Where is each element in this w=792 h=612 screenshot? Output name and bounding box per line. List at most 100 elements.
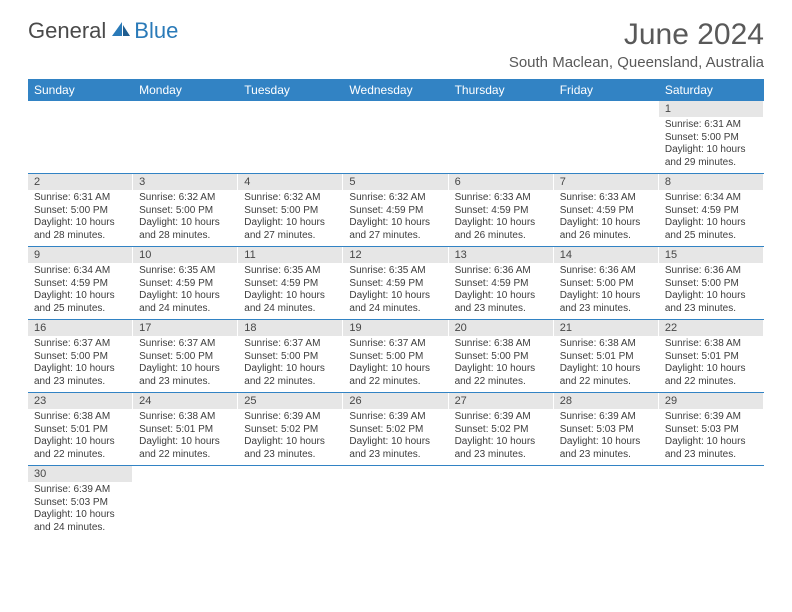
calendar-cell: 16Sunrise: 6:37 AMSunset: 5:00 PMDayligh…	[28, 320, 133, 393]
daylight-text-1: Daylight: 10 hours	[34, 217, 127, 230]
daylight-text-2: and 23 minutes.	[560, 303, 653, 316]
weekday-header: Friday	[554, 79, 659, 101]
sunrise-text: Sunrise: 6:38 AM	[560, 338, 653, 351]
brand-logo: General Blue	[28, 18, 178, 44]
calendar-cell: 23Sunrise: 6:38 AMSunset: 5:01 PMDayligh…	[28, 393, 133, 466]
calendar-cell: 22Sunrise: 6:38 AMSunset: 5:01 PMDayligh…	[659, 320, 764, 393]
day-details: Sunrise: 6:37 AMSunset: 5:00 PMDaylight:…	[343, 336, 448, 392]
daylight-text-2: and 25 minutes.	[665, 230, 758, 243]
calendar-cell: 4Sunrise: 6:32 AMSunset: 5:00 PMDaylight…	[238, 174, 343, 247]
day-details: Sunrise: 6:39 AMSunset: 5:02 PMDaylight:…	[343, 409, 448, 465]
day-number: 9	[28, 247, 133, 263]
calendar-cell: 14Sunrise: 6:36 AMSunset: 5:00 PMDayligh…	[554, 247, 659, 320]
day-details: Sunrise: 6:32 AMSunset: 4:59 PMDaylight:…	[343, 190, 448, 246]
sunset-text: Sunset: 5:02 PM	[244, 424, 337, 437]
sunset-text: Sunset: 4:59 PM	[349, 278, 442, 291]
sunrise-text: Sunrise: 6:32 AM	[349, 192, 442, 205]
day-number: 3	[133, 174, 238, 190]
daylight-text-1: Daylight: 10 hours	[34, 436, 127, 449]
day-details: Sunrise: 6:37 AMSunset: 5:00 PMDaylight:…	[28, 336, 133, 392]
daylight-text-1: Daylight: 10 hours	[139, 436, 232, 449]
day-number: 2	[28, 174, 133, 190]
daylight-text-2: and 27 minutes.	[244, 230, 337, 243]
daylight-text-2: and 26 minutes.	[455, 230, 548, 243]
day-number: 8	[659, 174, 764, 190]
calendar-cell: 9Sunrise: 6:34 AMSunset: 4:59 PMDaylight…	[28, 247, 133, 320]
daylight-text-1: Daylight: 10 hours	[34, 290, 127, 303]
calendar-cell	[554, 101, 659, 174]
daylight-text-1: Daylight: 10 hours	[665, 363, 758, 376]
calendar-cell: 25Sunrise: 6:39 AMSunset: 5:02 PMDayligh…	[238, 393, 343, 466]
sunrise-text: Sunrise: 6:35 AM	[349, 265, 442, 278]
calendar-cell: 2Sunrise: 6:31 AMSunset: 5:00 PMDaylight…	[28, 174, 133, 247]
calendar-cell	[28, 101, 133, 174]
daylight-text-1: Daylight: 10 hours	[560, 436, 653, 449]
day-number: 13	[449, 247, 554, 263]
daylight-text-1: Daylight: 10 hours	[665, 144, 758, 157]
daylight-text-2: and 24 minutes.	[349, 303, 442, 316]
sunset-text: Sunset: 4:59 PM	[139, 278, 232, 291]
sunset-text: Sunset: 4:59 PM	[455, 278, 548, 291]
calendar-cell: 19Sunrise: 6:37 AMSunset: 5:00 PMDayligh…	[343, 320, 448, 393]
day-details: Sunrise: 6:31 AMSunset: 5:00 PMDaylight:…	[659, 117, 764, 173]
day-number: 18	[238, 320, 343, 336]
calendar-row: 9Sunrise: 6:34 AMSunset: 4:59 PMDaylight…	[28, 247, 764, 320]
day-number: 6	[449, 174, 554, 190]
calendar-row: 16Sunrise: 6:37 AMSunset: 5:00 PMDayligh…	[28, 320, 764, 393]
day-number: 14	[554, 247, 659, 263]
calendar-cell	[133, 101, 238, 174]
sunrise-text: Sunrise: 6:38 AM	[139, 411, 232, 424]
daylight-text-1: Daylight: 10 hours	[244, 217, 337, 230]
sunset-text: Sunset: 5:00 PM	[244, 205, 337, 218]
daylight-text-1: Daylight: 10 hours	[665, 217, 758, 230]
daylight-text-1: Daylight: 10 hours	[349, 290, 442, 303]
day-number: 7	[554, 174, 659, 190]
daylight-text-2: and 26 minutes.	[560, 230, 653, 243]
daylight-text-1: Daylight: 10 hours	[455, 217, 548, 230]
calendar-cell: 15Sunrise: 6:36 AMSunset: 5:00 PMDayligh…	[659, 247, 764, 320]
sunrise-text: Sunrise: 6:37 AM	[349, 338, 442, 351]
daylight-text-2: and 22 minutes.	[244, 376, 337, 389]
daylight-text-1: Daylight: 10 hours	[349, 363, 442, 376]
daylight-text-2: and 23 minutes.	[665, 303, 758, 316]
daylight-text-2: and 23 minutes.	[455, 303, 548, 316]
calendar-table: Sunday Monday Tuesday Wednesday Thursday…	[28, 79, 764, 538]
daylight-text-1: Daylight: 10 hours	[455, 290, 548, 303]
day-number: 5	[343, 174, 448, 190]
daylight-text-1: Daylight: 10 hours	[139, 363, 232, 376]
calendar-cell	[343, 101, 448, 174]
day-number: 29	[659, 393, 764, 409]
day-details: Sunrise: 6:34 AMSunset: 4:59 PMDaylight:…	[28, 263, 133, 319]
calendar-cell: 13Sunrise: 6:36 AMSunset: 4:59 PMDayligh…	[449, 247, 554, 320]
sunset-text: Sunset: 4:59 PM	[34, 278, 127, 291]
calendar-cell: 8Sunrise: 6:34 AMSunset: 4:59 PMDaylight…	[659, 174, 764, 247]
calendar-cell	[449, 466, 554, 539]
weekday-header: Sunday	[28, 79, 133, 101]
daylight-text-2: and 27 minutes.	[349, 230, 442, 243]
sunset-text: Sunset: 5:00 PM	[560, 278, 653, 291]
day-details: Sunrise: 6:38 AMSunset: 5:01 PMDaylight:…	[659, 336, 764, 392]
day-number: 10	[133, 247, 238, 263]
calendar-cell: 29Sunrise: 6:39 AMSunset: 5:03 PMDayligh…	[659, 393, 764, 466]
calendar-cell	[343, 466, 448, 539]
sunset-text: Sunset: 5:03 PM	[34, 497, 127, 510]
location-text: South Maclean, Queensland, Australia	[509, 54, 764, 71]
daylight-text-1: Daylight: 10 hours	[349, 217, 442, 230]
calendar-cell: 12Sunrise: 6:35 AMSunset: 4:59 PMDayligh…	[343, 247, 448, 320]
daylight-text-1: Daylight: 10 hours	[139, 290, 232, 303]
day-details: Sunrise: 6:38 AMSunset: 5:01 PMDaylight:…	[133, 409, 238, 465]
daylight-text-2: and 24 minutes.	[244, 303, 337, 316]
sunset-text: Sunset: 5:00 PM	[34, 351, 127, 364]
daylight-text-2: and 24 minutes.	[34, 522, 127, 535]
calendar-cell	[659, 466, 764, 539]
sunset-text: Sunset: 5:00 PM	[139, 351, 232, 364]
daylight-text-2: and 29 minutes.	[665, 157, 758, 170]
day-details: Sunrise: 6:36 AMSunset: 5:00 PMDaylight:…	[554, 263, 659, 319]
weekday-header-row: Sunday Monday Tuesday Wednesday Thursday…	[28, 79, 764, 101]
sunset-text: Sunset: 5:00 PM	[349, 351, 442, 364]
day-details: Sunrise: 6:39 AMSunset: 5:03 PMDaylight:…	[28, 482, 133, 538]
sunrise-text: Sunrise: 6:39 AM	[34, 484, 127, 497]
day-details: Sunrise: 6:32 AMSunset: 5:00 PMDaylight:…	[133, 190, 238, 246]
calendar-cell	[449, 101, 554, 174]
sunrise-text: Sunrise: 6:34 AM	[665, 192, 758, 205]
